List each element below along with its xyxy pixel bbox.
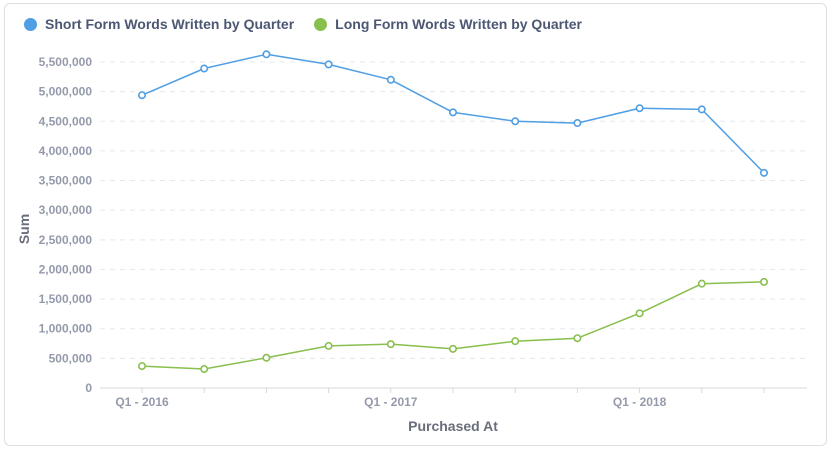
- chart-card: [4, 3, 827, 446]
- y-tick-label: 3,500,000: [39, 174, 93, 188]
- legend-item-long-form[interactable]: Long Form Words Written by Quarter: [314, 16, 582, 32]
- data-point[interactable]: [511, 117, 520, 126]
- data-point[interactable]: [573, 119, 582, 128]
- series-lines: [141, 53, 765, 370]
- data-point[interactable]: [324, 341, 333, 350]
- x-axis: Q1 - 2016 Q1 - 2017 Q1 - 2018: [100, 387, 807, 409]
- x-axis-title: Purchased At: [408, 418, 498, 434]
- legend-item-short-form[interactable]: Short Form Words Written by Quarter: [24, 16, 294, 32]
- x-tick-label: Q1 - 2018: [613, 395, 667, 409]
- y-tick-label: 5,000,000: [39, 85, 93, 99]
- y-tick-label: 2,500,000: [39, 233, 93, 247]
- gridlines: [100, 61, 807, 359]
- y-tick-label: 4,000,000: [39, 144, 93, 158]
- data-point[interactable]: [635, 309, 644, 318]
- y-tick-label: 500,000: [49, 351, 93, 365]
- legend-swatch-long-form: [314, 17, 328, 31]
- data-point[interactable]: [386, 75, 395, 84]
- legend-label-short-form: Short Form Words Written by Quarter: [45, 16, 295, 32]
- data-point[interactable]: [511, 337, 520, 346]
- data-point[interactable]: [448, 344, 457, 353]
- data-point[interactable]: [448, 108, 457, 117]
- y-tick-label: 2,000,000: [39, 262, 93, 276]
- data-point[interactable]: [573, 334, 582, 343]
- data-point[interactable]: [324, 60, 333, 69]
- data-point[interactable]: [200, 64, 209, 73]
- data-point[interactable]: [759, 168, 768, 177]
- data-point[interactable]: [386, 340, 395, 349]
- y-tick-label: 3,000,000: [39, 203, 93, 217]
- legend-swatch-short-form: [24, 17, 37, 31]
- data-point[interactable]: [138, 91, 147, 100]
- data-point[interactable]: [759, 277, 768, 286]
- chart-legend: Short Form Words Written by Quarter Long…: [24, 16, 602, 32]
- x-tick-label: Q1 - 2017: [364, 395, 418, 409]
- y-tick-label: 1,000,000: [39, 322, 93, 336]
- y-tick-label: 0: [85, 381, 92, 395]
- y-tick-label: 1,500,000: [39, 292, 93, 306]
- y-tick-label: 5,500,000: [39, 55, 93, 69]
- series-points: [138, 50, 768, 374]
- data-point[interactable]: [635, 104, 644, 113]
- y-tick-label: 4,500,000: [39, 114, 93, 128]
- x-tick-label: Q1 - 2016: [115, 395, 169, 409]
- data-point[interactable]: [262, 50, 271, 59]
- data-point[interactable]: [138, 362, 147, 371]
- data-point[interactable]: [697, 105, 706, 114]
- y-axis-title: Sum: [16, 214, 32, 244]
- legend-label-long-form: Long Form Words Written by Quarter: [335, 16, 582, 32]
- series-line-1: [141, 281, 765, 370]
- y-axis-ticks: 0 500,000 1,000,000 1,500,000 2,000,000 2,500…: [39, 55, 93, 395]
- data-point[interactable]: [200, 365, 209, 374]
- data-point[interactable]: [262, 353, 271, 362]
- data-point[interactable]: [697, 279, 706, 288]
